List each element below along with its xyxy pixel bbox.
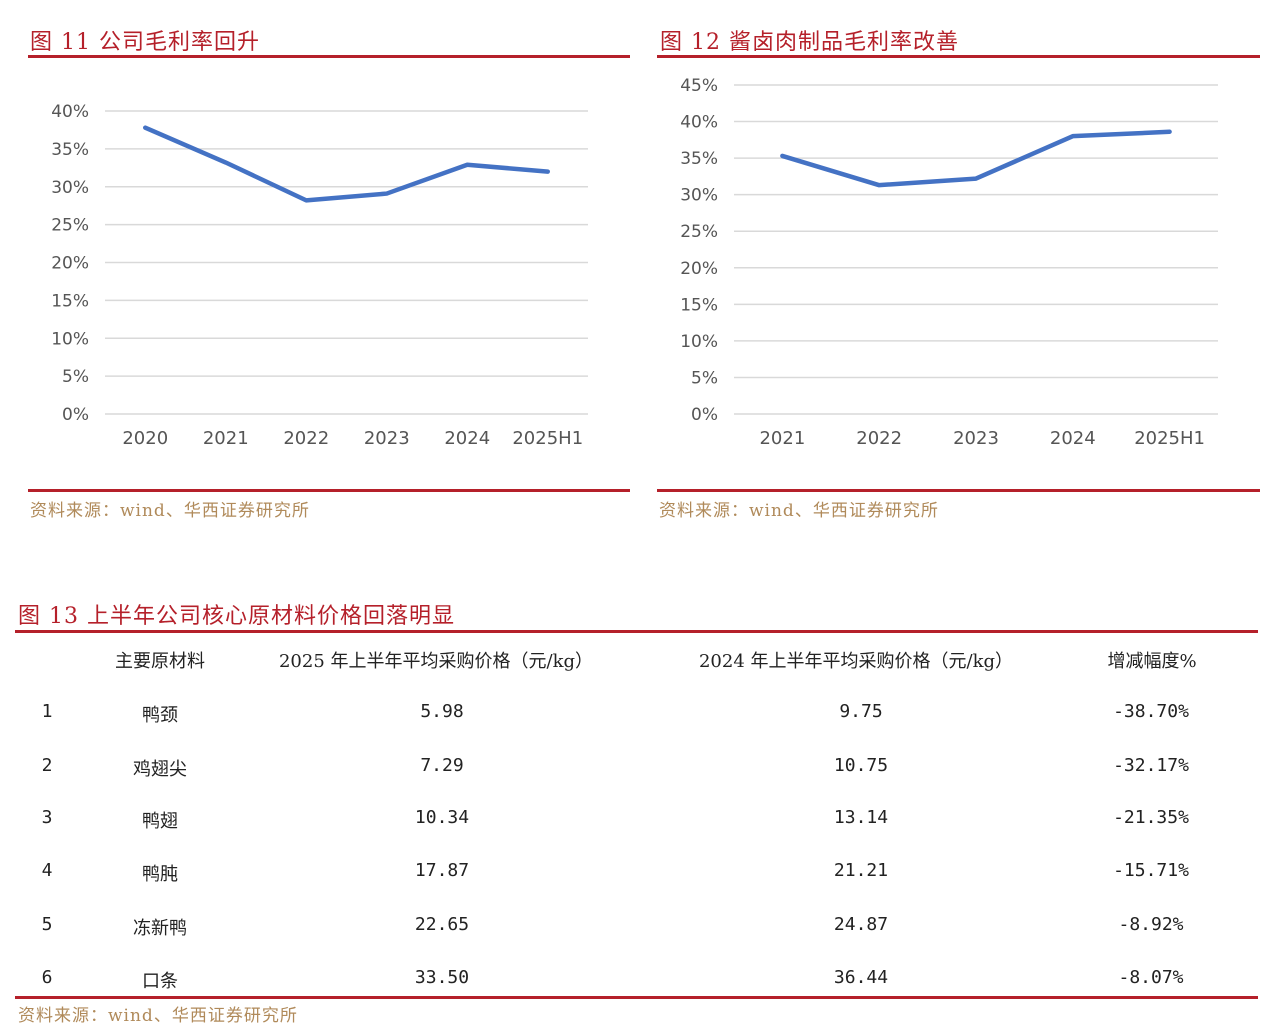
x-tick-label: 2020 [122,428,168,449]
price-2024: 9.75 [839,701,883,722]
price-2025: 22.65 [414,914,470,935]
change-pct: -38.70% [1113,701,1189,722]
x-tick-label: 2022 [856,428,902,449]
figure-12-title: 图 12 酱卤肉制品毛利率改善 [660,30,959,55]
y-tick-label: 5% [691,368,718,388]
x-tick-label: 2021 [759,428,805,449]
y-tick-label: 30% [680,186,718,206]
price-2024: 10.75 [833,755,889,776]
x-tick-label: 2025H1 [512,428,583,449]
figure-13-title: 图 13 上半年公司核心原材料价格回落明显 [18,604,455,629]
price-2024: 21.21 [833,860,889,881]
y-tick-label: 15% [680,295,718,315]
y-tick-label: 5% [62,367,89,387]
figure-11-top-rule [28,55,630,58]
x-tick-label: 2022 [283,428,329,449]
y-tick-label: 40% [680,113,718,133]
figure-13-source: 资料来源：wind、华西证券研究所 [18,1006,298,1026]
x-tick-label: 2025H1 [1134,428,1205,449]
figure-12-top-rule [657,55,1260,58]
price-2025: 10.34 [414,807,470,828]
row-index: 1 [41,701,53,722]
series-line [143,125,550,203]
row-index: 3 [41,807,53,828]
price-2025: 17.87 [414,860,470,881]
row-index: 4 [41,860,53,881]
x-tick-label: 2023 [953,428,999,449]
figure-13-bottom-rule [15,996,1258,999]
header-price-2025: 2025 年上半年平均采购价格（元/kg） [278,651,594,672]
header-material: 主要原材料 [115,651,205,672]
figure-12-line-chart: 0% 5% 10% 15% 20% 25% 30% 35% 40% 45% 2021 2022 2023… [680,76,1218,449]
price-2024: 36.44 [833,967,889,988]
y-tick-label: 0% [62,405,89,425]
figure-13-top-rule [15,630,1258,633]
figure-11-line-chart: 0% 5% 10% 15% 20% 25% 30% 35% 40% 2020 2021 2022 202… [51,102,588,449]
y-tick-label: 35% [51,140,89,160]
y-tick-label: 0% [691,405,718,425]
y-tick-label: 20% [51,254,89,274]
y-tick-label: 20% [680,259,718,279]
x-tick-label: 2024 [444,428,490,449]
change-pct: -21.35% [1113,807,1189,828]
row-index: 2 [41,755,53,776]
material-name: 鸡翅尖 [133,759,187,780]
x-tick-label: 2024 [1050,428,1096,449]
y-tick-label: 45% [680,76,718,96]
price-2024: 24.87 [833,914,889,935]
figure-12-bottom-rule [657,489,1260,492]
y-tick-label: 30% [51,178,89,198]
y-tick-label: 10% [51,329,89,349]
x-tick-label: 2023 [364,428,410,449]
y-tick-label: 35% [680,149,718,169]
figure-12-source: 资料来源：wind、华西证券研究所 [659,501,939,521]
change-pct: -8.07% [1118,967,1184,988]
price-2025: 33.50 [414,967,470,988]
price-2024: 13.14 [833,807,889,828]
figure-11-bottom-rule [28,489,630,492]
row-index: 5 [41,914,53,935]
y-tick-label: 25% [51,216,89,236]
y-tick-label: 25% [680,222,718,242]
material-name: 口条 [142,971,178,992]
change-pct: -32.17% [1113,755,1189,776]
material-name: 冻新鸭 [133,918,187,939]
material-name: 鸭翅 [142,811,178,832]
header-change-pct: 增减幅度% [1107,651,1197,672]
change-pct: -15.71% [1113,860,1189,881]
x-tick-label: 2021 [203,428,249,449]
figure-11-title: 图 11 公司毛利率回升 [30,30,260,55]
y-tick-label: 15% [51,291,89,311]
price-2025: 5.98 [420,701,464,722]
change-pct: -8.92% [1118,914,1184,935]
material-name: 鸭颈 [142,705,178,726]
material-name: 鸭肫 [142,864,178,885]
price-2025: 7.29 [420,755,464,776]
figure-11-source: 资料来源：wind、华西证券研究所 [30,501,310,521]
y-tick-label: 10% [680,332,718,352]
row-index: 6 [41,967,53,988]
y-tick-label: 40% [51,102,89,122]
header-price-2024: 2024 年上半年平均采购价格（元/kg） [698,651,1014,672]
